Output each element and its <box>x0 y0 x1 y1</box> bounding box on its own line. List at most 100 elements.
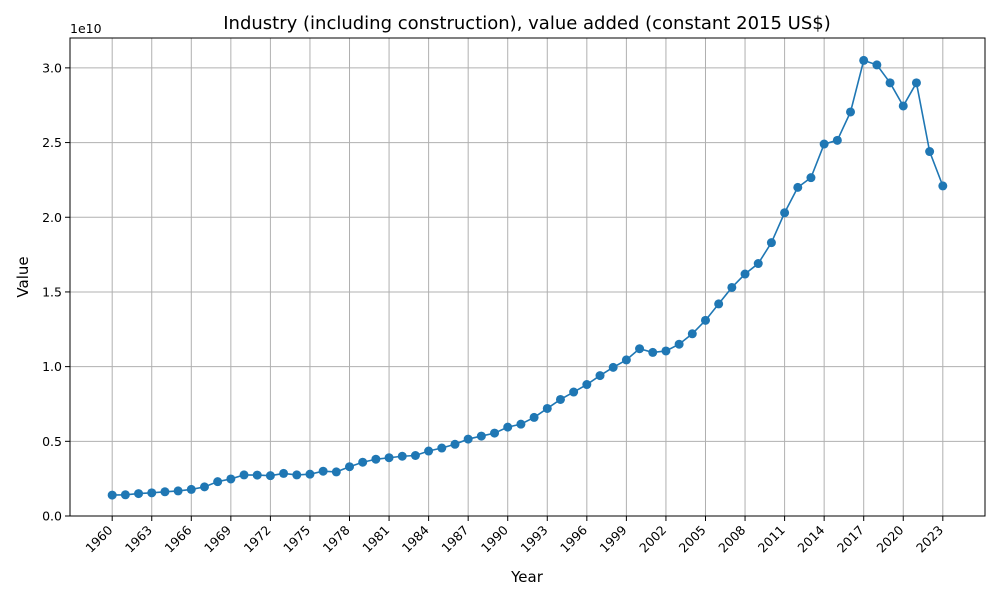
series-line <box>112 59 944 496</box>
y-tick-label: 1.0 <box>42 359 62 374</box>
data-point-1970 <box>239 470 249 480</box>
data-point-1994 <box>555 394 565 404</box>
data-point-2011 <box>780 208 790 218</box>
x-tick-label: 2005 <box>676 522 709 555</box>
x-tick-label: 1975 <box>280 522 313 555</box>
x-tick-label: 1978 <box>320 522 353 555</box>
data-point-2002 <box>661 346 671 356</box>
data-point-2013 <box>806 173 816 183</box>
data-point-2008 <box>740 269 750 279</box>
data-point-1972 <box>265 471 275 481</box>
data-point-2023 <box>938 181 948 191</box>
x-tick-label: 2023 <box>913 522 946 555</box>
data-point-1982 <box>397 451 407 461</box>
series-value <box>107 55 948 500</box>
data-point-2012 <box>793 182 803 192</box>
data-point-2021 <box>911 78 921 88</box>
data-point-1979 <box>358 457 368 467</box>
data-point-2005 <box>700 315 710 325</box>
data-point-1967 <box>199 482 209 492</box>
data-point-1973 <box>279 468 289 478</box>
y-axis-offset-label: 1e10 <box>70 21 102 36</box>
data-point-1993 <box>542 403 552 413</box>
data-point-1987 <box>463 434 473 444</box>
x-tick-label: 1999 <box>597 522 630 555</box>
data-point-1964 <box>160 487 170 497</box>
data-point-2016 <box>846 107 856 117</box>
x-tick-label: 1990 <box>478 522 511 555</box>
x-tick-label: 1972 <box>241 522 274 555</box>
data-point-2019 <box>885 78 895 88</box>
x-tick-label: 2017 <box>834 522 867 555</box>
x-tick-label: 1987 <box>438 522 471 555</box>
data-point-2015 <box>832 135 842 145</box>
x-tick-label: 1966 <box>161 522 194 555</box>
data-point-1969 <box>226 474 236 484</box>
data-point-1971 <box>252 470 262 480</box>
data-point-2007 <box>727 282 737 292</box>
data-point-1997 <box>595 371 605 381</box>
y-axis-label: Value <box>14 256 32 297</box>
data-point-1965 <box>173 486 183 496</box>
data-point-1976 <box>318 466 328 476</box>
data-point-1998 <box>608 362 618 372</box>
data-point-2006 <box>714 299 724 309</box>
data-point-1974 <box>292 470 302 480</box>
y-tick-label: 2.5 <box>42 135 62 150</box>
y-tick-label: 0.0 <box>42 509 62 524</box>
x-axis-ticks: 1960 1963 1966 1969 1972 1975 1978 1981 1984 1987… <box>82 516 946 555</box>
data-point-1960 <box>107 490 117 500</box>
x-tick-label: 2008 <box>715 522 748 555</box>
data-point-1981 <box>384 453 394 463</box>
data-point-1983 <box>410 451 420 461</box>
x-tick-label: 1969 <box>201 522 234 555</box>
data-point-1988 <box>476 431 486 441</box>
x-tick-label: 1963 <box>122 522 155 555</box>
data-point-1989 <box>490 428 500 438</box>
data-point-1966 <box>186 484 196 494</box>
y-tick-label: 0.5 <box>42 434 62 449</box>
x-tick-label: 2014 <box>794 522 827 555</box>
data-point-2020 <box>898 101 908 111</box>
x-tick-label: 1984 <box>399 522 432 555</box>
data-point-2010 <box>766 238 776 248</box>
data-point-1975 <box>305 469 315 479</box>
y-axis-ticks: 0.0 0.5 1.0 1.5 2.0 2.5 3.0 <box>42 60 70 524</box>
x-tick-label: 1960 <box>82 522 115 555</box>
data-point-1984 <box>424 446 434 456</box>
data-point-1985 <box>437 443 447 453</box>
data-point-1991 <box>516 419 526 429</box>
data-point-1996 <box>582 380 592 390</box>
data-point-1968 <box>213 477 223 487</box>
chart-title: Industry (including construction), value… <box>223 13 830 34</box>
data-point-1961 <box>120 490 130 500</box>
data-point-2022 <box>925 147 935 157</box>
x-tick-label: 2011 <box>755 522 788 555</box>
data-point-1977 <box>331 467 341 477</box>
data-point-1995 <box>569 387 579 397</box>
data-point-1999 <box>621 355 631 365</box>
x-tick-label: 2020 <box>873 522 906 555</box>
data-point-2009 <box>753 259 763 269</box>
x-tick-label: 2002 <box>636 522 669 555</box>
data-point-1963 <box>147 488 157 498</box>
data-point-1990 <box>503 422 513 432</box>
plot-area-frame <box>69 37 986 517</box>
x-tick-label: 1993 <box>517 522 550 555</box>
x-tick-label: 1996 <box>557 522 590 555</box>
y-tick-label: 3.0 <box>42 60 62 75</box>
data-point-1986 <box>450 439 460 449</box>
data-point-2000 <box>635 344 645 354</box>
x-axis-label: Year <box>510 568 544 586</box>
data-point-1992 <box>529 412 539 422</box>
data-point-2001 <box>648 347 658 357</box>
y-tick-label: 1.5 <box>42 284 62 299</box>
data-point-2018 <box>872 60 882 70</box>
data-point-1978 <box>345 462 355 472</box>
data-point-2003 <box>674 339 684 349</box>
data-point-2004 <box>687 329 697 339</box>
x-tick-label: 1981 <box>359 522 392 555</box>
data-point-2017 <box>859 55 869 65</box>
data-point-2014 <box>819 139 829 149</box>
